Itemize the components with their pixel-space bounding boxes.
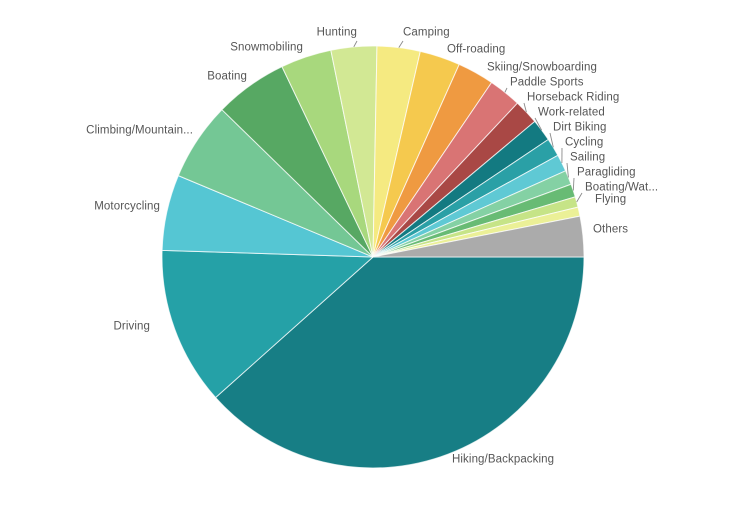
slice-label-boating-wat: Boating/Wat... [585,181,659,194]
slice-label-hunting: Hunting [316,26,357,39]
slice-label-work-related: Work-related [538,106,605,119]
slice-label-skiing-snowboarding: Skiing/Snowboarding [487,61,597,74]
pie-slice-hiking-backpacking[interactable] [215,256,585,469]
slice-label-dirt-biking: Dirt Biking [553,121,607,134]
leader-line-horseback-riding [523,102,527,113]
leader-line-hunting [353,40,358,48]
leader-line-sailing [566,162,569,178]
slice-label-paragliding: Paragliding [577,166,636,179]
pie-slice-driving[interactable] [161,249,374,399]
leader-line-boating-wat [576,192,583,203]
slice-label-hiking-backpacking: Hiking/Backpacking [452,453,555,466]
slice-label-off-roading: Off-roading [447,43,506,56]
pie-slice-others[interactable] [372,215,585,258]
leader-line-dirt-biking [549,132,554,148]
slice-label-camping: Camping [403,26,450,39]
slice-label-climbing-mountain: Climbing/Mountain... [86,124,193,137]
slice-label-paddle-sports: Paddle Sports [510,76,584,89]
leader-line-paragliding [572,177,575,191]
slice-label-driving: Driving [113,320,150,333]
slice-label-sailing: Sailing [570,151,606,164]
slice-label-snowmobiling: Snowmobiling [230,41,303,54]
slice-label-cycling: Cycling [565,136,604,149]
leader-line-camping [398,40,404,48]
slice-label-others: Others [593,223,629,236]
leader-line-paddle-sports [504,87,508,93]
slice-label-motorcycling: Motorcycling [94,200,160,213]
slice-label-flying: Flying [595,193,627,206]
slice-label-boating: Boating [207,70,247,83]
leader-line-work-related [534,117,543,131]
slice-label-horseback-riding: Horseback Riding [527,91,620,104]
